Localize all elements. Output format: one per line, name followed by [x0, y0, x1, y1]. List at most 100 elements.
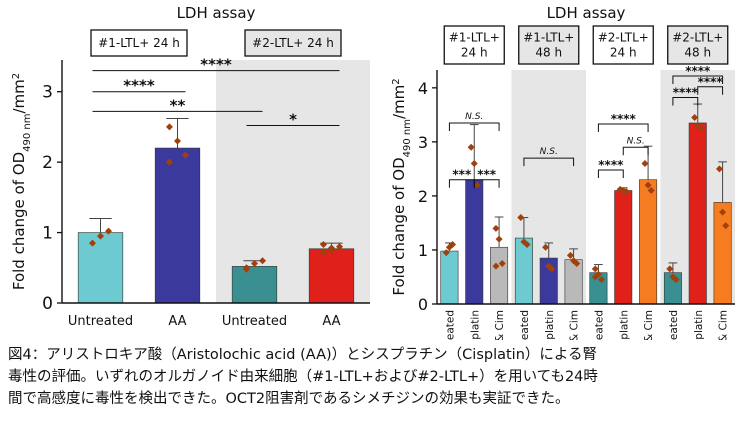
significance-label: N.S. — [627, 136, 645, 146]
data-point — [242, 265, 250, 273]
significance-bracket — [697, 86, 724, 95]
x-tick-label: Cis & Cim — [718, 310, 730, 340]
bar — [231, 266, 278, 304]
data-point — [495, 235, 503, 243]
bar — [77, 232, 124, 304]
caption-line: 毒性の評価。いずれのオルガノイド由来細胞（#1-LTL+および#2-LTL+）を… — [8, 369, 598, 385]
x-tick-label: AA — [322, 314, 340, 329]
group-box — [518, 25, 580, 65]
significance-label: **** — [200, 56, 232, 74]
y-axis-label-part: /mm — [390, 85, 408, 119]
data-point — [715, 165, 723, 173]
y-axis-label-part: Fold change of OD — [10, 152, 28, 290]
y-axis-label-part: 2 — [391, 78, 402, 84]
x-tick-label: Cis & Cim — [643, 310, 655, 340]
group-label: #1-LTL+ — [449, 31, 500, 45]
data-point — [719, 208, 727, 216]
y-axis-label: Fold change of OD490 nm/mm2 — [390, 78, 413, 295]
x-tick-label: Untreated — [668, 310, 680, 340]
data-point — [697, 124, 705, 132]
chart-title: LDH assay — [547, 4, 626, 22]
data-point — [498, 259, 506, 267]
group-label: 24 h — [461, 46, 488, 60]
data-point — [449, 241, 457, 249]
data-point — [97, 232, 104, 240]
data-point — [467, 143, 475, 151]
group-label: #1-LTL+ 24 h — [98, 36, 180, 50]
data-point — [319, 248, 327, 256]
significance-bracket — [672, 97, 699, 106]
group-label: #2-LTL+ 24 h — [252, 36, 334, 50]
data-point — [622, 188, 630, 196]
x-tick-label: Untreated — [444, 310, 456, 340]
y-axis-label-part: 2 — [11, 73, 22, 79]
data-point — [259, 257, 267, 265]
bar — [639, 179, 658, 305]
data-point — [573, 259, 581, 267]
bar — [514, 237, 533, 305]
bar — [713, 202, 732, 305]
bar — [465, 179, 484, 305]
data-point — [251, 260, 258, 268]
data-point — [470, 159, 478, 167]
data-point — [722, 222, 730, 230]
data-point — [88, 239, 96, 247]
significance-label: **** — [698, 75, 724, 89]
data-point — [105, 227, 113, 235]
significance-label: N.S. — [540, 147, 558, 157]
significance-label: *** — [477, 168, 497, 182]
x-tick-label: Untreated — [222, 314, 287, 329]
data-point — [641, 159, 649, 167]
data-point — [666, 265, 674, 273]
y-tick-label: 3 — [418, 133, 428, 152]
group-label: #1-LTL+ — [523, 31, 574, 45]
data-point — [492, 224, 500, 232]
x-tick-label: Untreated — [593, 310, 605, 340]
significance-bracket — [597, 169, 624, 178]
data-point — [336, 243, 344, 251]
data-point — [591, 273, 599, 281]
x-tick-label: Untreated — [519, 310, 531, 340]
significance-label: **** — [673, 86, 699, 100]
significance-label: ** — [170, 96, 186, 114]
significance-label: * — [289, 111, 297, 129]
data-point — [319, 241, 327, 249]
chart-title: LDH assay — [177, 4, 256, 22]
data-point — [165, 123, 173, 131]
data-point — [328, 246, 335, 254]
bar — [614, 190, 633, 305]
group-label: 24 h — [610, 46, 637, 60]
data-point — [542, 243, 550, 251]
significance-bracket — [473, 179, 500, 188]
bar — [490, 246, 509, 305]
significance-bracket — [523, 157, 575, 167]
data-point — [672, 276, 680, 284]
data-point — [473, 181, 481, 189]
y-tick-label: 0 — [418, 295, 428, 314]
significance-bracket — [448, 122, 500, 131]
data-point — [647, 187, 655, 195]
data-point — [174, 137, 181, 145]
y-axis-label-part: 490 nm — [402, 119, 413, 157]
group-box — [443, 25, 505, 65]
significance-label: **** — [123, 77, 155, 95]
y-axis-label: Fold change of OD490 nm/mm2 — [10, 73, 33, 290]
y-tick-label: 1 — [42, 224, 53, 244]
bar — [564, 259, 583, 305]
group-label: #2-LTL+ — [598, 31, 649, 45]
group-label: #2-LTL+ — [672, 31, 723, 45]
caption-line: 間で高感度に毒性を検出できた。OCT2阻害剤であるシメチジンの効果も実証できた。 — [8, 391, 570, 407]
data-point — [523, 241, 531, 249]
data-point — [182, 151, 190, 159]
significance-bracket — [597, 123, 649, 133]
significance-bracket — [622, 146, 649, 156]
caption-line: 図4：アリストロキア酸（Aristolochic acid (AA)）とシスプラ… — [8, 347, 597, 363]
significance-label: N.S. — [465, 112, 483, 122]
group-box — [244, 29, 342, 57]
significance-label: **** — [685, 64, 711, 78]
data-point — [548, 265, 556, 273]
significance-bracket — [672, 75, 724, 84]
bar — [154, 147, 201, 304]
y-tick-label: 2 — [418, 187, 428, 206]
